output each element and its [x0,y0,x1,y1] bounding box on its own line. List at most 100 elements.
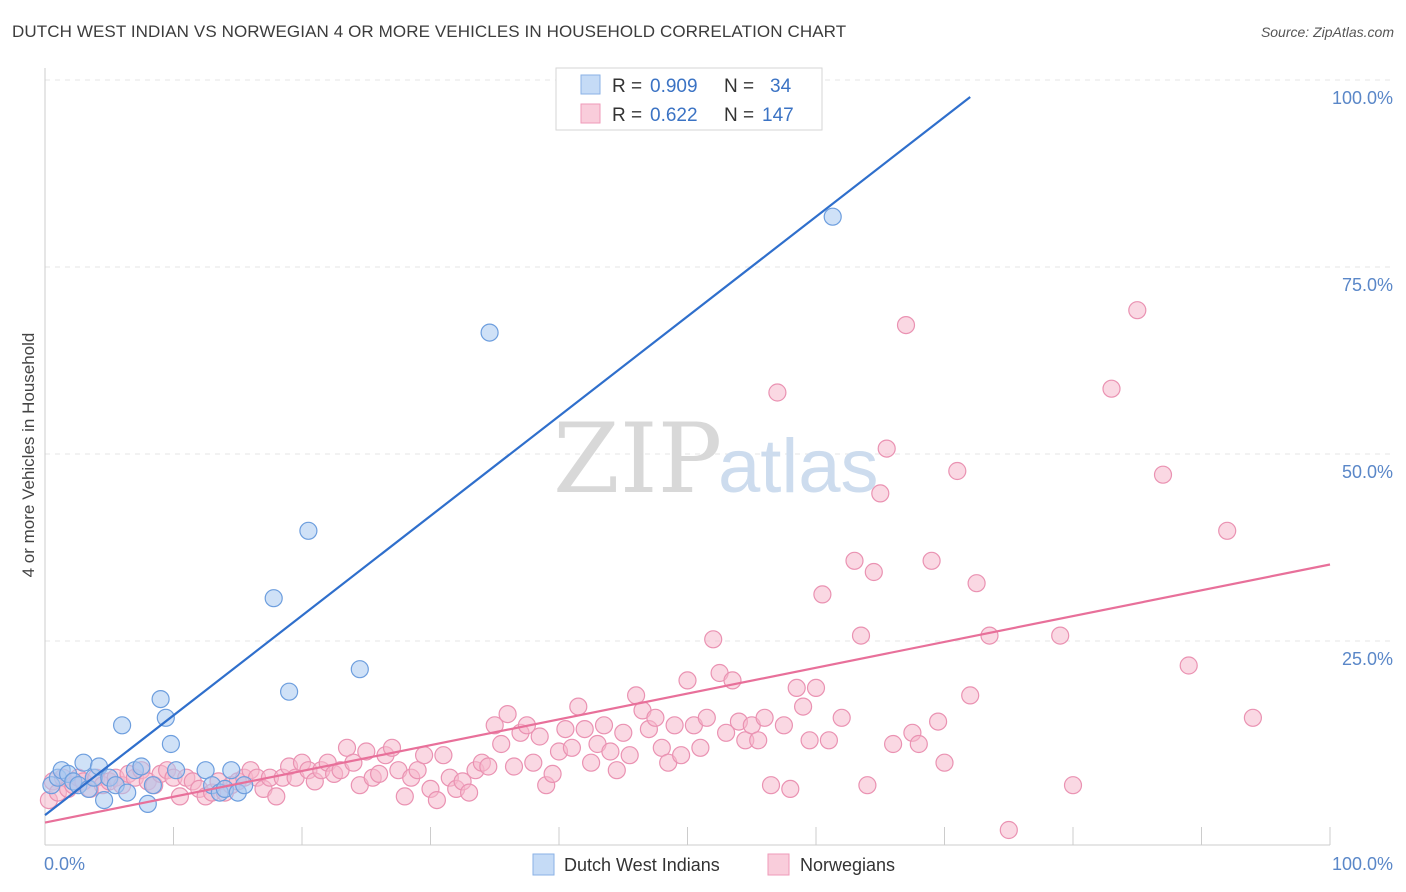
norwegian-point [665,716,684,735]
norwegian-point [607,761,626,780]
norwegian-point [864,562,883,582]
y-tick-label: 50.0% [1342,462,1393,482]
norwegian-point [948,461,967,481]
trend-lines [44,96,1331,824]
dutch-west-indian-point [167,761,186,780]
norwegian-point [896,316,916,335]
norwegian-point [935,753,954,772]
dutch-west-indian-point [156,708,175,727]
norwegian-point [594,716,614,735]
grid-lines [45,79,1392,642]
norwegian-point [716,723,736,742]
dutch-west-indian-point [143,776,162,795]
legend-r-label-dutch: R = [612,76,642,97]
norwegian-point [415,746,434,765]
norwegian-point [806,678,826,698]
norwegian-point [691,738,710,757]
norwegian-point [697,708,716,727]
norwegian-point [704,630,723,649]
norwegian-point [871,484,890,503]
norwegian-point [524,753,543,772]
norwegian-point [575,719,594,739]
legend-swatch-norwegian [580,103,601,124]
norwegian-point [787,678,806,698]
norwegian-point [928,712,948,731]
dutch-west-indian-point [94,790,114,810]
legend-n-label-dutch: N = [724,76,754,97]
dutch-west-indian-points [42,207,842,814]
norwegian-point [781,779,800,799]
norwegian-point [749,731,768,750]
dutch-west-indian-point [74,753,93,772]
norwegian-point [883,734,903,754]
legend-n-value-norwegian: 147 [762,105,794,126]
norwegian-point [556,719,575,739]
y-axis-label: 4 or more Vehicles in Household [19,333,38,578]
series-legend: Dutch West Indians Norwegians [532,853,895,876]
norwegian-point [543,764,562,784]
dutch-west-indian-trend-line [44,96,971,816]
norwegian-point [774,716,794,735]
norwegian-point [813,585,832,604]
dutch-west-indian-point [264,589,283,608]
bottom-legend-label-dutch: Dutch West Indians [564,855,720,875]
norwegian-point [1051,626,1070,645]
norwegian-point [768,383,787,402]
norwegian-point [485,716,504,735]
dutch-west-indian-point [299,521,318,540]
norwegian-point [1128,301,1147,320]
legend-n-label-norwegian: N = [724,105,754,126]
norwegian-point [678,671,697,690]
norwegian-point [434,746,453,765]
watermark: ZIP atlas [553,403,879,515]
norwegian-point [1102,379,1121,398]
norwegian-point [1218,521,1237,540]
norwegian-point [1063,776,1083,795]
legend-n-value-dutch: 34 [770,76,792,97]
norwegian-point [1243,708,1263,727]
dutch-west-indian-point [823,207,842,226]
norwegian-point [1153,465,1173,484]
y-tick-label: 100.0% [1332,88,1393,108]
bottom-legend-label-norwegian: Norwegians [800,855,895,875]
tick-labels: 25.0% 50.0% 75.0% 100.0% 0.0% 100.0% [44,88,1393,874]
y-tick-label: 75.0% [1342,275,1393,295]
norwegian-point [581,753,601,772]
legend-r-value-dutch: 0.909 [650,76,698,97]
legend-r-label-norwegian: R = [612,105,642,126]
norwegian-point [922,551,941,570]
dutch-west-indian-point [480,323,499,342]
correlation-legend: R = 0.909 N = 34 R = 0.622 N = 147 [555,67,823,131]
norwegian-point [646,708,665,727]
norwegian-point [793,697,813,716]
norwegian-trend-line [44,563,1331,824]
norwegian-point [408,761,427,780]
norwegian-point [832,708,851,727]
norwegian-point [357,742,376,761]
dutch-west-indian-point [280,682,299,701]
norwegian-point [1179,656,1198,675]
norwegian-point [819,731,839,750]
norwegian-point [530,727,549,746]
norwegian-point [614,723,633,742]
norwegian-point [877,439,896,458]
source-credit: Source: ZipAtlas.com [1260,24,1394,40]
norwegian-point [479,757,498,776]
norwegian-point [980,626,999,645]
norwegian-point [569,697,588,716]
norwegian-point [755,708,774,727]
norwegian-point [460,783,479,802]
legend-r-value-norwegian: 0.622 [650,105,698,126]
dutch-west-indian-point [118,783,137,802]
watermark-atlas: atlas [718,424,879,509]
dutch-west-indian-point [235,776,254,795]
norwegian-point [601,742,620,761]
bottom-legend-swatch-dutch [532,853,555,876]
norwegian-point [671,746,691,765]
norwegian-point [498,704,517,724]
y-tick-label: 25.0% [1342,649,1393,669]
norwegian-point [620,746,639,765]
norwegian-point [845,551,864,570]
legend-swatch-dutch [580,74,601,95]
